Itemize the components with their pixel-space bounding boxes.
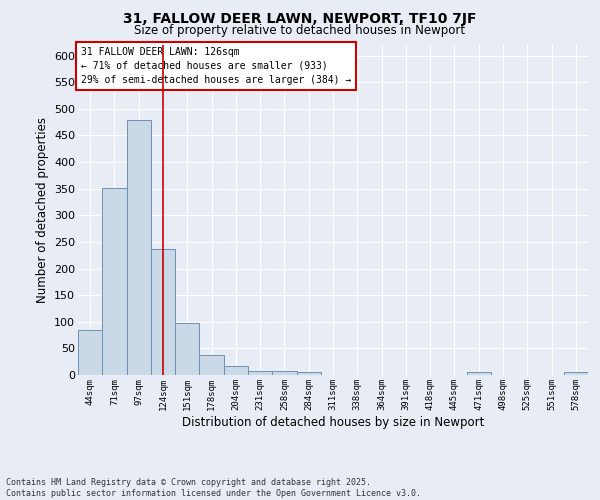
- Bar: [175, 324, 199, 375]
- Bar: [248, 370, 272, 375]
- Bar: [78, 330, 102, 375]
- Bar: [199, 356, 224, 375]
- Bar: [296, 372, 321, 375]
- Text: Contains HM Land Registry data © Crown copyright and database right 2025.
Contai: Contains HM Land Registry data © Crown c…: [6, 478, 421, 498]
- Text: Size of property relative to detached houses in Newport: Size of property relative to detached ho…: [134, 24, 466, 37]
- Bar: [272, 370, 296, 375]
- Bar: [151, 249, 175, 375]
- Text: 31, FALLOW DEER LAWN, NEWPORT, TF10 7JF: 31, FALLOW DEER LAWN, NEWPORT, TF10 7JF: [123, 12, 477, 26]
- Bar: [467, 372, 491, 375]
- Bar: [102, 188, 127, 375]
- Bar: [127, 120, 151, 375]
- Y-axis label: Number of detached properties: Number of detached properties: [35, 117, 49, 303]
- X-axis label: Distribution of detached houses by size in Newport: Distribution of detached houses by size …: [182, 416, 484, 428]
- Text: 31 FALLOW DEER LAWN: 126sqm
← 71% of detached houses are smaller (933)
29% of se: 31 FALLOW DEER LAWN: 126sqm ← 71% of det…: [80, 46, 351, 84]
- Bar: [564, 372, 588, 375]
- Bar: [224, 366, 248, 375]
